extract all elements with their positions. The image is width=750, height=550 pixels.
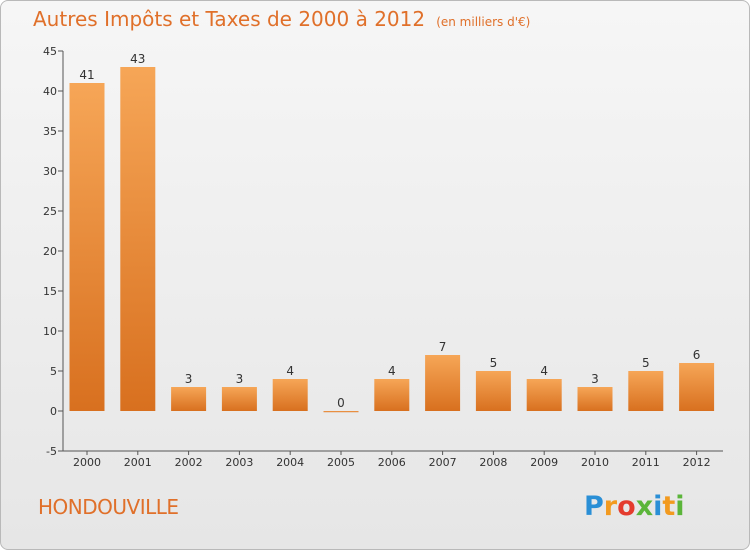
data-label: 5: [490, 356, 498, 370]
data-label: 3: [185, 372, 193, 386]
data-label: 5: [642, 356, 650, 370]
bar: [679, 363, 715, 411]
y-tick-label: 20: [43, 245, 57, 258]
bar: [323, 411, 359, 413]
data-label: 4: [286, 364, 294, 378]
y-tick-label: 45: [43, 45, 57, 58]
bar: [628, 371, 664, 411]
logo-letter: t: [662, 491, 676, 522]
bar: [221, 387, 257, 411]
y-tick-label: 5: [50, 365, 57, 378]
data-label: 4: [388, 364, 396, 378]
chart-title: Autres Impôts et Taxes de 2000 à 2012 (e…: [33, 7, 530, 31]
chart-title-unit: (en milliers d'€): [436, 15, 531, 29]
logo-letter: P: [584, 491, 604, 522]
data-label: 6: [693, 348, 701, 362]
data-label: 43: [130, 52, 145, 66]
bar: [171, 387, 207, 411]
bar: [475, 371, 511, 411]
x-tick-label: 2008: [479, 456, 507, 469]
logo-letter: x: [635, 491, 654, 522]
data-label: 3: [236, 372, 244, 386]
bar: [526, 379, 562, 411]
commune-name: HONDOUVILLE: [38, 495, 179, 519]
bar: [120, 67, 156, 411]
data-label: 7: [439, 340, 447, 354]
data-label: 3: [591, 372, 599, 386]
y-tick-label: -5: [46, 445, 57, 458]
bar: [425, 355, 461, 411]
x-tick-label: 2002: [175, 456, 203, 469]
data-label: 4: [540, 364, 548, 378]
logo-letter: i: [653, 491, 663, 522]
bar: [69, 83, 105, 411]
y-tick-label: 25: [43, 205, 57, 218]
x-tick-label: 2010: [581, 456, 609, 469]
data-label: 41: [79, 68, 94, 82]
y-tick-label: 10: [43, 325, 57, 338]
bar: [374, 379, 410, 411]
bar: [577, 387, 613, 411]
x-tick-label: 2003: [225, 456, 253, 469]
x-tick-label: 2001: [124, 456, 152, 469]
data-label: 0: [337, 396, 345, 410]
chart-title-main: Autres Impôts et Taxes de 2000 à 2012: [33, 7, 426, 31]
x-tick-label: 2006: [378, 456, 406, 469]
logo-letter: r: [603, 491, 618, 522]
proxiti-logo: Proxiti: [584, 491, 685, 522]
x-tick-label: 2012: [683, 456, 711, 469]
bar: [272, 379, 308, 411]
x-tick-label: 2011: [632, 456, 660, 469]
y-tick-label: 30: [43, 165, 57, 178]
x-tick-label: 2007: [429, 456, 457, 469]
y-tick-label: 15: [43, 285, 57, 298]
logo-letter: i: [675, 491, 685, 522]
y-tick-label: 0: [50, 405, 57, 418]
y-tick-label: 40: [43, 85, 57, 98]
logo-letter: o: [617, 491, 636, 522]
y-tick-label: 35: [43, 125, 57, 138]
x-tick-label: 2000: [73, 456, 101, 469]
x-tick-label: 2005: [327, 456, 355, 469]
x-tick-label: 2004: [276, 456, 304, 469]
x-tick-label: 2009: [530, 456, 558, 469]
